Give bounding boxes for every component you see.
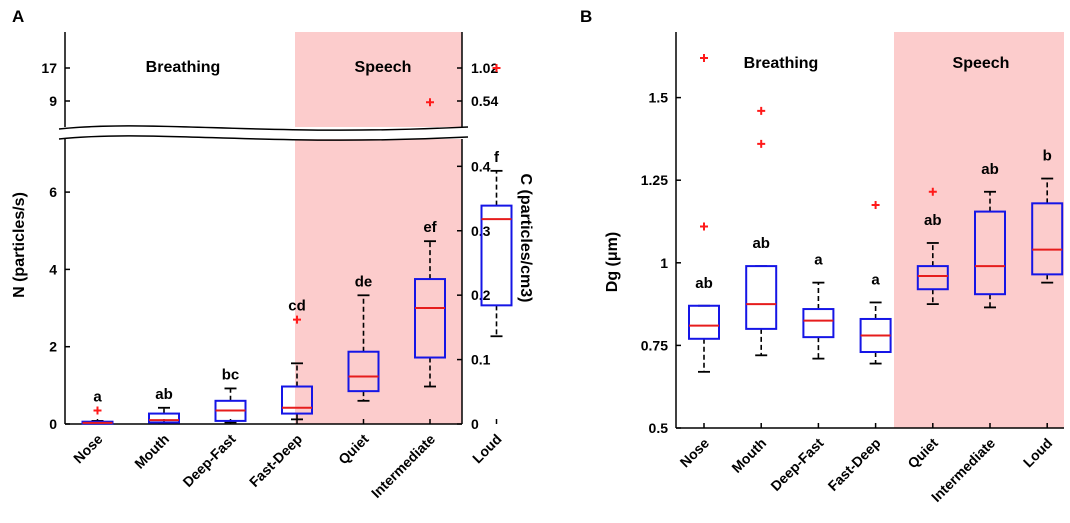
box-intermediate-outlier-1: [426, 98, 434, 107]
significance-label-b-deep-fast: a: [814, 252, 823, 269]
box-loud-iqr: [1031, 202, 1064, 276]
box-loud-iqr: [480, 204, 513, 307]
box-nose-outlier-1: [700, 222, 708, 231]
box-fast-deep-iqr: [281, 385, 313, 415]
x-label-b-fast-deep: Fast-Deep: [825, 435, 884, 494]
x-label-b-quiet: Quiet: [904, 435, 941, 472]
box-nose-iqr: [688, 304, 720, 340]
group-label-speech-a: Speech: [355, 59, 412, 76]
right-tick-label-a-1: 0.1: [471, 352, 491, 368]
box-intermediate-iqr: [414, 278, 446, 359]
panel-a-label: A: [12, 7, 24, 26]
left-tick-label-a-3: 6: [49, 184, 57, 200]
y-axis-title-right-a-text: C (particles/cm3): [517, 174, 534, 303]
y-axis-title-b: Dg (μm): [604, 232, 621, 292]
group-label-breathing-b: Breathing: [744, 55, 819, 72]
left-upper-tick-label-a-0: 9: [49, 93, 57, 109]
y-axis-title-left-a: N (particles/s): [11, 192, 28, 298]
box-mouth-iqr: [148, 412, 180, 424]
speech-shade-b: [894, 32, 1064, 428]
significance-label-a-loud: f: [494, 149, 500, 166]
x-label-a-loud: Loud: [469, 431, 505, 467]
significance-label-b-mouth: ab: [752, 235, 770, 252]
y-tick-label-b-0: 0.5: [649, 420, 669, 436]
box-mouth-outlier-1: [757, 139, 766, 148]
y-tick-label-b-3: 1.25: [641, 172, 668, 188]
significance-label-b-intermediate: ab: [981, 161, 999, 178]
box-deep-fast-iqr: [802, 308, 835, 339]
significance-label-b-nose: ab: [695, 275, 713, 292]
x-label-b-deep-fast: Deep-Fast: [767, 435, 826, 494]
axis-break-line-lower-a: [58, 135, 469, 141]
x-label-a-nose: Nose: [70, 431, 106, 467]
x-label-a-mouth: Mouth: [131, 431, 172, 472]
x-label-b-nose: Nose: [677, 435, 713, 471]
left-tick-label-a-0: 0: [49, 416, 57, 432]
x-label-a-intermediate: Intermediate: [368, 431, 438, 501]
boxes-a: a ab bc cd de ef f: [81, 64, 513, 425]
axis-ticks-b: 0.5 0.75 1 1.25 1.5: [641, 90, 1048, 436]
significance-label-b-quiet: ab: [924, 212, 942, 229]
y-tick-label-b-2: 1: [660, 255, 668, 271]
significance-label-b-fast-deep: a: [871, 271, 880, 288]
group-label-speech-b: Speech: [953, 55, 1010, 72]
left-tick-label-a-2: 4: [49, 261, 57, 277]
x-label-a-deep-fast: Deep-Fast: [179, 431, 238, 490]
axis-break-line-upper-a: [58, 125, 469, 131]
significance-label-a-nose: a: [93, 388, 102, 405]
significance-label-a-quiet: de: [355, 273, 373, 290]
box-quiet-outlier-1: [928, 187, 937, 196]
significance-label-a-deep-fast: bc: [222, 366, 240, 383]
x-label-b-mouth: Mouth: [728, 435, 769, 476]
category-labels-a: Nose Mouth Deep-Fast Fast-Deep QuietIntermed…: [70, 431, 505, 501]
significance-label-a-fast-deep: cd: [288, 298, 306, 315]
significance-label-a-intermediate: ef: [423, 219, 437, 236]
box-fast-deep-outlier-1: [293, 315, 301, 324]
panel-b: B 0.5 0.75 1 1.25 1.5 Breathing Speech Dg (μ…: [580, 7, 1064, 505]
right-tick-label-a-0: 0: [471, 416, 479, 432]
significance-label-a-mouth: ab: [155, 386, 173, 403]
x-label-b-loud: Loud: [1020, 435, 1056, 471]
y-axis-title-right-a: C (particles/cm3): [517, 174, 534, 303]
left-tick-label-a-1: 2: [49, 339, 57, 355]
right-upper-tick-label-a-1: 1.02: [471, 60, 498, 76]
right-tick-label-a-4: 0.4: [471, 158, 491, 174]
box-quiet-iqr: [916, 265, 949, 291]
box-mouth-outlier-2: [757, 106, 766, 115]
left-upper-tick-label-a-1: 17: [41, 60, 57, 76]
box-nose-outlier-2: [700, 53, 708, 62]
box-quiet-iqr: [347, 350, 380, 393]
y-tick-label-b-4: 1.5: [649, 90, 669, 106]
panel-b-label: B: [580, 7, 592, 26]
significance-label-b-loud: b: [1043, 148, 1052, 165]
box-intermediate-iqr: [974, 210, 1006, 296]
boxes-b: ab ab a a ab ab b: [688, 53, 1064, 373]
box-loud-outlier-1: [492, 64, 501, 72]
group-label-breathing-a: Breathing: [146, 59, 221, 76]
box-nose-outlier-1: [93, 406, 102, 415]
x-label-a-quiet: Quiet: [335, 431, 372, 468]
right-upper-tick-label-a-0: 0.54: [471, 93, 498, 109]
box-fast-deep-outlier-1: [871, 200, 880, 209]
y-tick-label-b-1: 0.75: [641, 337, 668, 353]
x-label-a-fast-deep: Fast-Deep: [246, 431, 305, 490]
plot-frame-a: [58, 32, 469, 425]
box-mouth-iqr: [745, 265, 778, 330]
